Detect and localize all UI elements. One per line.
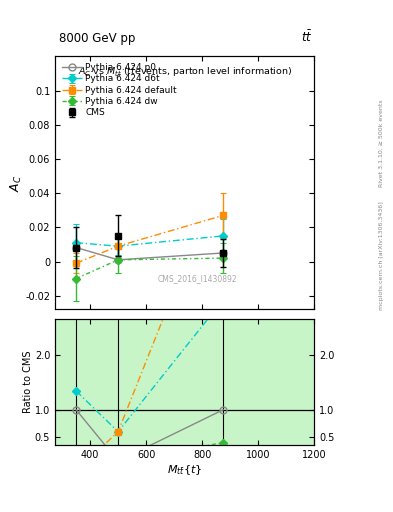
Line: Pythia 6.424 p0: Pythia 6.424 p0 [73,244,227,263]
Text: $t\bar{t}$: $t\bar{t}$ [301,30,312,45]
Text: 8000 GeV pp: 8000 GeV pp [59,32,135,45]
Text: Rivet 3.1.10, ≥ 500k events: Rivet 3.1.10, ≥ 500k events [379,99,384,187]
Legend: Pythia 6.424 p0, Pythia 6.424 d6t, Pythia 6.424 default, Pythia 6.424 dw, CMS: Pythia 6.424 p0, Pythia 6.424 d6t, Pythi… [60,61,179,119]
Y-axis label: $A_C$: $A_C$ [9,174,24,191]
Text: CMS_2016_I1430892: CMS_2016_I1430892 [158,274,237,284]
Text: mcplots.cern.ch [arXiv:1306.3436]: mcplots.cern.ch [arXiv:1306.3436] [379,202,384,310]
Pythia 6.424 p0 [221,250,226,256]
X-axis label: $M_{t\bar{t}}\{t\}$: $M_{t\bar{t}}\{t\}$ [167,463,202,477]
Pythia 6.424 p0 [116,257,121,263]
Y-axis label: Ratio to CMS: Ratio to CMS [24,351,33,413]
Text: $A_C$ vs $M_{t\bar{t}}$ ($t\bar{t}$events, parton level information): $A_C$ vs $M_{t\bar{t}}$ ($t\bar{t}$event… [77,64,292,79]
Pythia 6.424 p0 [74,244,79,250]
